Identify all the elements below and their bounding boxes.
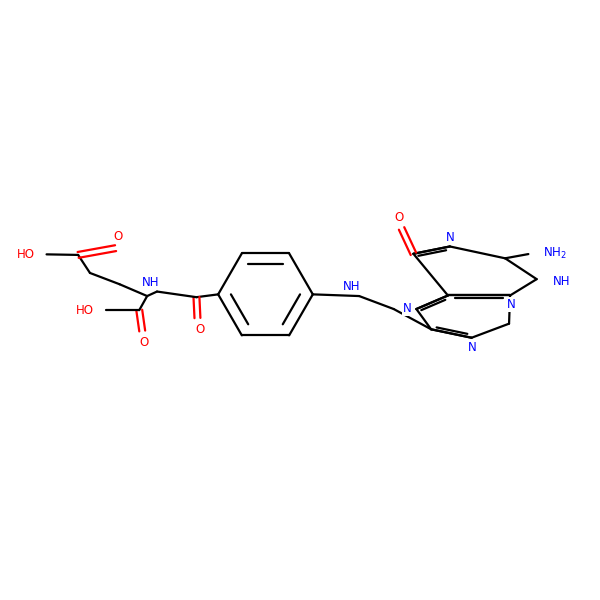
Text: NH: NH [142,276,160,289]
Text: HO: HO [17,248,35,261]
Text: N: N [468,341,477,353]
Text: N: N [403,302,412,314]
Text: O: O [113,230,122,243]
Text: NH: NH [343,280,361,293]
Text: O: O [395,211,404,224]
Text: N: N [446,230,455,244]
Text: O: O [140,336,149,349]
Text: O: O [195,323,204,336]
Text: N: N [506,298,515,311]
Text: HO: HO [76,304,94,317]
Text: NH: NH [553,275,570,288]
Text: NH$_2$: NH$_2$ [543,245,567,261]
